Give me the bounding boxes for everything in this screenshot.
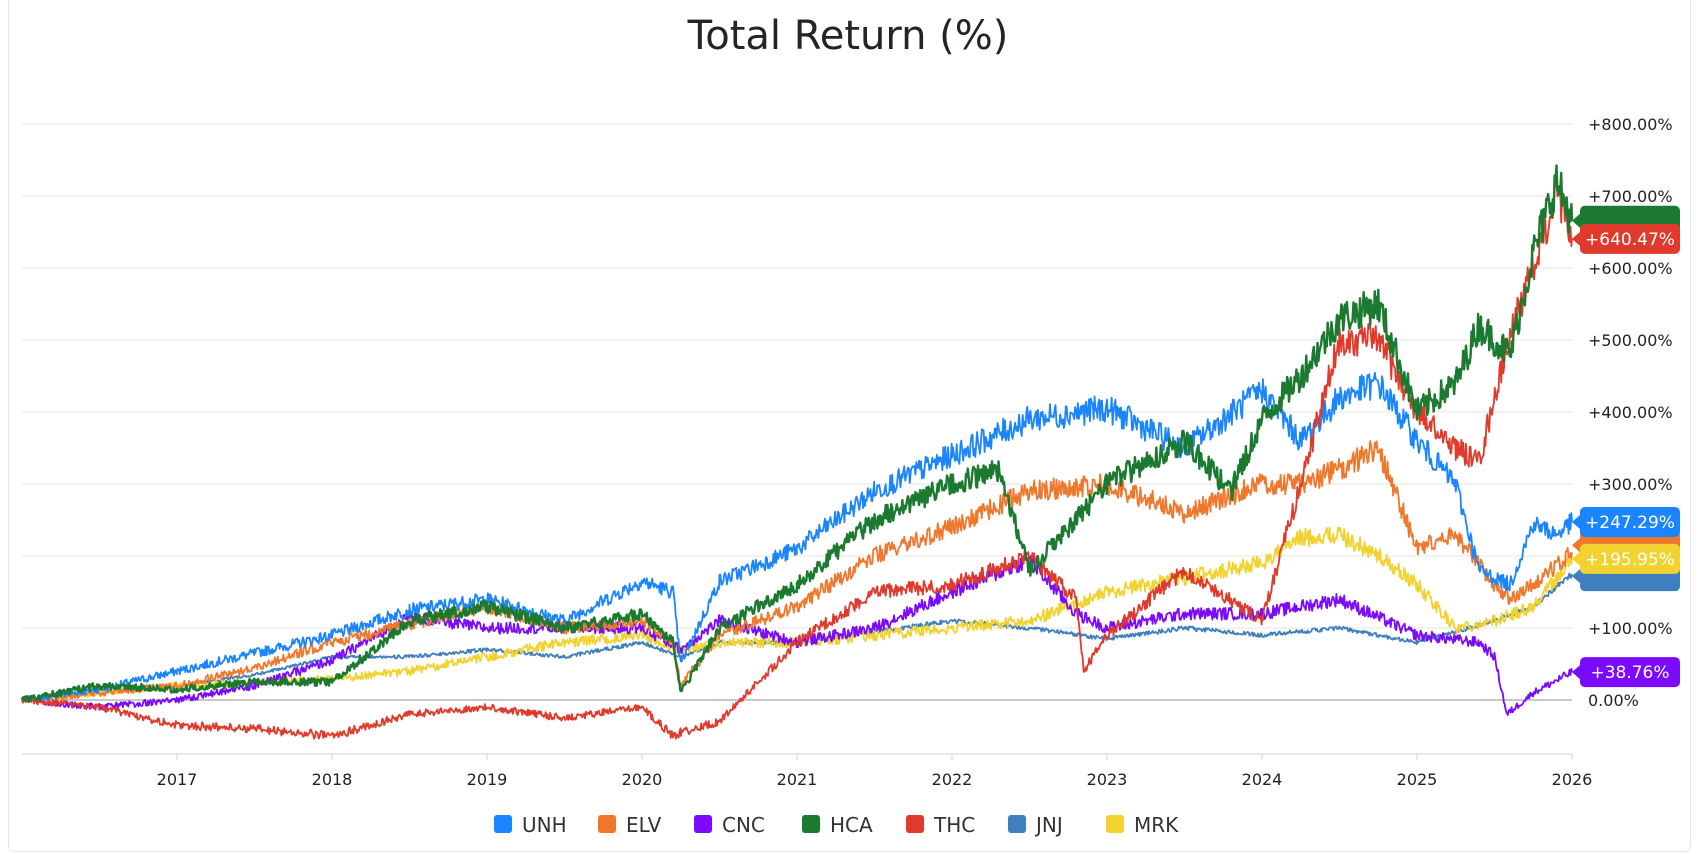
legend-item-cnc[interactable]: CNC <box>694 813 765 837</box>
end-badge-unh: +247.29% <box>1572 506 1680 537</box>
end-badge-thc: +640.47% <box>1572 223 1680 254</box>
legend-item-unh[interactable]: UNH <box>494 813 567 837</box>
badge-value: +247.29% <box>1585 513 1675 533</box>
legend-swatch <box>1106 815 1124 833</box>
legend-item-mrk[interactable]: MRK <box>1106 813 1179 837</box>
x-tick-label: 2020 <box>622 770 663 789</box>
series-lines <box>20 164 1574 740</box>
end-badge-mrk: +195.95% <box>1572 543 1680 574</box>
legend-swatch <box>494 815 512 833</box>
x-tick-label: 2021 <box>777 770 818 789</box>
badge-pointer <box>1572 569 1580 584</box>
x-tick-label: 2025 <box>1397 770 1438 789</box>
legend-item-hca[interactable]: HCA <box>802 813 873 837</box>
legend-swatch <box>802 815 820 833</box>
legend-swatch <box>1008 815 1026 833</box>
badge-background <box>1580 657 1680 688</box>
y-tick-label: +600.00% <box>1588 259 1673 278</box>
chart-frame <box>8 0 1691 852</box>
series-line-thc <box>21 175 1573 740</box>
legend-label: HCA <box>830 813 873 837</box>
series-line-cnc <box>21 555 1573 716</box>
badge-pointer <box>1572 514 1580 529</box>
badge-pointer <box>1572 213 1580 228</box>
legend-item-thc[interactable]: THC <box>906 813 975 837</box>
badge-pointer <box>1572 665 1580 680</box>
legend-item-elv[interactable]: ELV <box>598 813 662 837</box>
legend-label: JNJ <box>1034 813 1063 837</box>
y-tick-label: +400.00% <box>1588 403 1673 422</box>
legend-swatch <box>598 815 616 833</box>
legend-label: CNC <box>722 813 765 837</box>
badge-value: +195.95% <box>1585 550 1675 570</box>
legend-label: ELV <box>626 813 662 837</box>
badge-background <box>1580 543 1680 574</box>
legend-label: UNH <box>522 813 567 837</box>
x-tick-label: 2024 <box>1242 770 1283 789</box>
y-axis-ticks: 0.00%+100.00%+200.00%+300.00%+400.00%+50… <box>1588 115 1673 710</box>
badge-background <box>1580 506 1680 537</box>
badge-background <box>1580 223 1680 254</box>
x-tick-label: 2023 <box>1087 770 1128 789</box>
grid-lines <box>22 123 1572 701</box>
badge-pointer <box>1572 231 1580 246</box>
x-tick-label: 2018 <box>312 770 353 789</box>
badge-value: +38.76% <box>1590 663 1669 683</box>
legend-label: MRK <box>1134 813 1179 837</box>
x-tick-label: 2017 <box>157 770 198 789</box>
end-badge-cnc: +38.76% <box>1572 657 1680 688</box>
end-value-badges: +640.47% +195.95% +247.29% +38.76% <box>1572 205 1680 688</box>
badge-pointer <box>1572 538 1580 553</box>
badge-value: +640.47% <box>1585 230 1675 250</box>
y-tick-label: +800.00% <box>1588 115 1673 134</box>
series-line-unh <box>21 371 1573 703</box>
legend-label: THC <box>933 813 975 837</box>
y-tick-label: +700.00% <box>1588 187 1673 206</box>
badge-pointer <box>1572 551 1580 566</box>
y-tick-label: +500.00% <box>1588 331 1673 350</box>
series-line-elv <box>21 440 1573 704</box>
x-tick-label: 2019 <box>467 770 508 789</box>
legend: UNH ELV CNC HCA THC JNJ MRK <box>494 813 1179 837</box>
y-tick-label: +300.00% <box>1588 475 1673 494</box>
legend-item-jnj[interactable]: JNJ <box>1008 813 1063 837</box>
x-tick-label: 2022 <box>932 770 973 789</box>
legend-swatch <box>694 815 712 833</box>
chart-title: Total Return (%) <box>687 13 1009 59</box>
y-tick-label: 0.00% <box>1588 691 1639 710</box>
x-tick-label: 2026 <box>1552 770 1593 789</box>
legend-swatch <box>906 815 924 833</box>
series-line-hca <box>20 164 1574 703</box>
x-axis: 2017 2018 2019 2020 2021 2022 2023 2024 2025 2026 <box>22 753 1593 789</box>
y-tick-label: +100.00% <box>1588 619 1673 638</box>
